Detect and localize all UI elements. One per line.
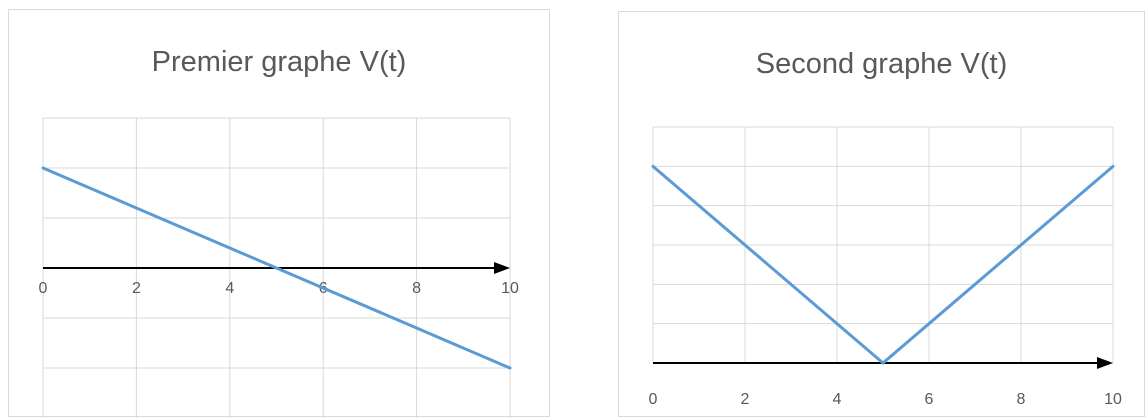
series-line [651, 164, 1115, 365]
x-tick-label: 10 [501, 280, 519, 297]
x-axis-arrowhead [1097, 357, 1113, 369]
chart-title: Second graphe V(t) [755, 48, 1008, 80]
series-line [41, 166, 512, 370]
chart-plot-area: 0 2 4 6 8 10 [39, 117, 519, 418]
x-tick-label: 4 [225, 280, 234, 297]
x-tick-label: 2 [741, 391, 750, 408]
x-tick-label: 10 [1104, 391, 1122, 408]
x-axis-arrowhead [494, 262, 510, 274]
x-tick-label: 6 [925, 391, 934, 408]
chart-panel-second: Second graphe V(t) 0 2 4 6 8 10 [618, 11, 1145, 417]
chart-panel-premier: Premier graphe V(t) 0 2 4 6 8 10 [8, 9, 550, 418]
x-tick-label: 0 [39, 280, 48, 297]
chart-title: Premier graphe V(t) [151, 46, 407, 78]
x-tick-label: 4 [833, 391, 842, 408]
chart-plot-area: 0 2 4 6 8 10 [649, 126, 1122, 408]
x-tick-label: 8 [1017, 391, 1026, 408]
x-tick-label: 0 [649, 391, 658, 408]
x-tick-label: 2 [132, 280, 141, 297]
x-tick-label: 8 [412, 280, 421, 297]
